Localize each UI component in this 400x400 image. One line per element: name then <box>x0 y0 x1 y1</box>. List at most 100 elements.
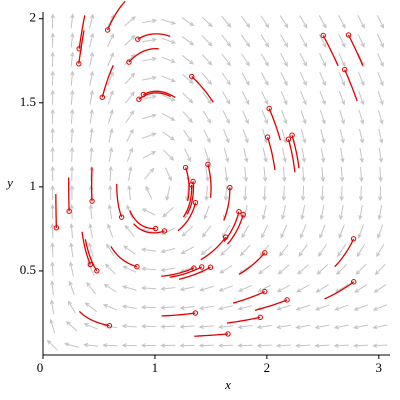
field-arrow <box>314 324 330 330</box>
trajectory-head <box>136 96 142 102</box>
field-arrow <box>50 70 55 86</box>
field-arrow <box>222 91 231 105</box>
trajectory <box>110 246 138 268</box>
field-arrow <box>320 166 325 183</box>
field-arrow <box>219 265 233 274</box>
field-arrow <box>372 343 388 348</box>
field-arrow <box>160 305 176 310</box>
field-arrow <box>318 15 327 29</box>
field-arrow <box>198 324 214 329</box>
field-arrow <box>279 244 289 257</box>
field-arrow <box>339 109 345 125</box>
field-arrow <box>354 284 368 293</box>
trajectory <box>128 47 159 63</box>
x-axis-label: x <box>224 377 231 392</box>
field-arrow <box>218 285 233 292</box>
field-arrow <box>261 224 269 239</box>
field-arrow <box>200 245 213 256</box>
field-arrow <box>142 56 158 62</box>
field-arrow <box>376 34 384 48</box>
trajectory-head <box>106 323 113 329</box>
field-arrow <box>314 304 330 311</box>
field-arrow <box>125 91 135 104</box>
field-arrow <box>358 186 364 202</box>
field-arrow <box>69 127 75 143</box>
field-arrow <box>240 15 251 29</box>
trajectory <box>133 223 165 234</box>
field-arrow <box>203 205 210 220</box>
field-arrow <box>49 299 55 315</box>
field-arrow <box>50 261 55 277</box>
field-arrow <box>89 13 95 29</box>
field-arrow <box>70 13 75 29</box>
field-arrow <box>281 128 288 144</box>
field-arrow <box>256 343 272 348</box>
field-arrow <box>126 128 134 143</box>
field-arrow <box>257 284 272 292</box>
trajectory <box>186 181 195 215</box>
field-arrow <box>320 147 326 163</box>
field-arrow <box>300 128 307 144</box>
trajectory <box>207 164 212 198</box>
field-arrow <box>202 91 212 105</box>
field-arrow <box>142 37 158 43</box>
field-arrow <box>377 224 384 239</box>
field-arrow <box>320 128 326 144</box>
field-arrow <box>160 286 176 291</box>
field-arrow <box>161 56 176 63</box>
field-arrow <box>50 165 55 181</box>
field-arrow <box>70 70 75 86</box>
field-arrow <box>221 34 232 47</box>
field-arrow <box>299 72 307 87</box>
field-arrow <box>237 324 253 330</box>
field-arrow <box>145 185 153 200</box>
field-arrow <box>337 244 347 258</box>
trajectory-head <box>289 132 295 138</box>
trajectory-head <box>236 208 242 215</box>
field-arrow <box>339 166 345 183</box>
field-arrow <box>373 284 387 293</box>
field-arrow <box>352 343 369 348</box>
field-arrow <box>262 147 268 163</box>
field-arrow <box>299 53 307 67</box>
field-arrow <box>262 166 268 183</box>
trajectory <box>238 252 266 276</box>
field-arrow <box>301 147 307 163</box>
field-arrow <box>69 146 75 162</box>
trajectory-head <box>134 264 140 270</box>
field-arrow <box>126 204 133 219</box>
trajectory <box>200 236 227 261</box>
field-arrow <box>376 15 384 29</box>
field-arrow <box>160 343 176 348</box>
field-arrow <box>300 110 307 125</box>
field-arrow <box>88 203 94 220</box>
field-arrow <box>83 342 99 348</box>
field-arrow <box>106 243 115 257</box>
field-arrow <box>222 110 230 125</box>
field-arrow <box>50 127 55 143</box>
field-arrow <box>123 245 136 255</box>
trajectory <box>322 35 339 67</box>
trajectory-head <box>189 73 195 80</box>
field-arrow <box>237 343 253 348</box>
field-arrow <box>377 53 384 68</box>
field-arrow <box>297 264 309 275</box>
field-arrow <box>50 146 55 162</box>
trajectory <box>101 65 114 98</box>
field-arrow <box>280 72 288 87</box>
field-arrow <box>241 53 250 67</box>
field-arrow <box>261 91 269 106</box>
field-arrow <box>201 225 212 238</box>
field-arrow <box>243 166 248 183</box>
trajectory <box>143 90 176 99</box>
field-arrow <box>181 225 194 237</box>
field-arrow <box>50 242 55 258</box>
field-arrow <box>221 53 231 67</box>
trajectory-head <box>152 225 159 232</box>
field-arrow <box>50 203 55 220</box>
trajectory <box>161 267 195 277</box>
field-arrow <box>142 132 157 139</box>
field-arrow <box>124 16 136 27</box>
field-arrow <box>124 72 136 85</box>
